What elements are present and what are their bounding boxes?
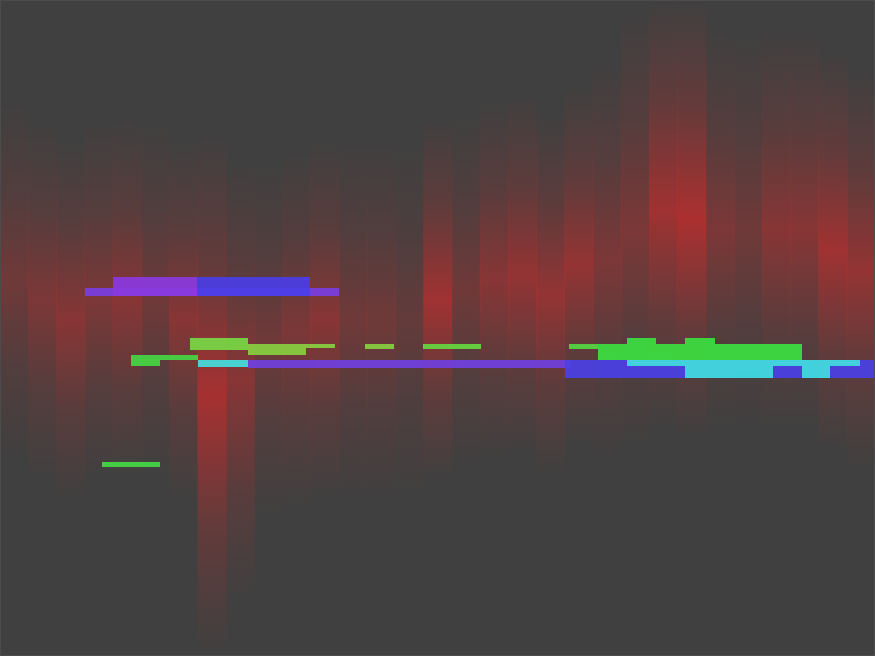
- heat-column: [847, 0, 875, 656]
- heat-column: [169, 0, 198, 656]
- heat-column: [819, 0, 848, 656]
- segment: [569, 344, 598, 349]
- plot-area: [0, 0, 875, 656]
- segment: [627, 338, 656, 344]
- heat-column: [536, 0, 565, 656]
- heat-column: [734, 0, 763, 656]
- heat-column: [649, 0, 678, 656]
- chart: [0, 0, 875, 656]
- heat-column: [113, 0, 142, 656]
- heat-column: [0, 0, 29, 656]
- segment: [423, 344, 481, 349]
- segment: [565, 360, 875, 378]
- segment: [685, 366, 773, 378]
- segment: [802, 366, 830, 378]
- background: [0, 0, 875, 656]
- heat-column: [339, 0, 368, 656]
- heat-column: [621, 0, 650, 656]
- segment: [248, 360, 570, 368]
- heat-column: [593, 0, 622, 656]
- heat-column: [423, 0, 452, 656]
- segment: [113, 277, 197, 296]
- heat-column: [706, 0, 735, 656]
- heat-column: [367, 0, 396, 656]
- heat-column: [508, 0, 537, 656]
- frame: [1, 1, 875, 656]
- heat-column: [28, 0, 57, 656]
- segment: [160, 355, 198, 360]
- segment: [190, 338, 248, 350]
- segment: [197, 277, 310, 296]
- heat-column: [677, 0, 706, 656]
- heat-column: [565, 0, 594, 656]
- segment: [685, 338, 715, 344]
- heat-column: [141, 0, 170, 656]
- segment: [365, 344, 394, 349]
- heat-column: [310, 0, 339, 656]
- heat-column: [56, 0, 85, 656]
- heat-column: [198, 0, 227, 656]
- heat-column: [395, 0, 424, 656]
- heat-column: [790, 0, 819, 656]
- heat-column: [254, 0, 283, 656]
- segment: [131, 355, 160, 366]
- segment: [102, 462, 160, 467]
- segment: [198, 360, 248, 367]
- heat-column: [85, 0, 114, 656]
- segment: [598, 344, 802, 360]
- heat-column: [480, 0, 509, 656]
- heat-column: [226, 0, 255, 656]
- segment: [627, 360, 860, 366]
- segment: [248, 344, 306, 355]
- heat-column: [452, 0, 481, 656]
- segment: [306, 344, 335, 348]
- heat-column: [762, 0, 791, 656]
- heat-column: [282, 0, 311, 656]
